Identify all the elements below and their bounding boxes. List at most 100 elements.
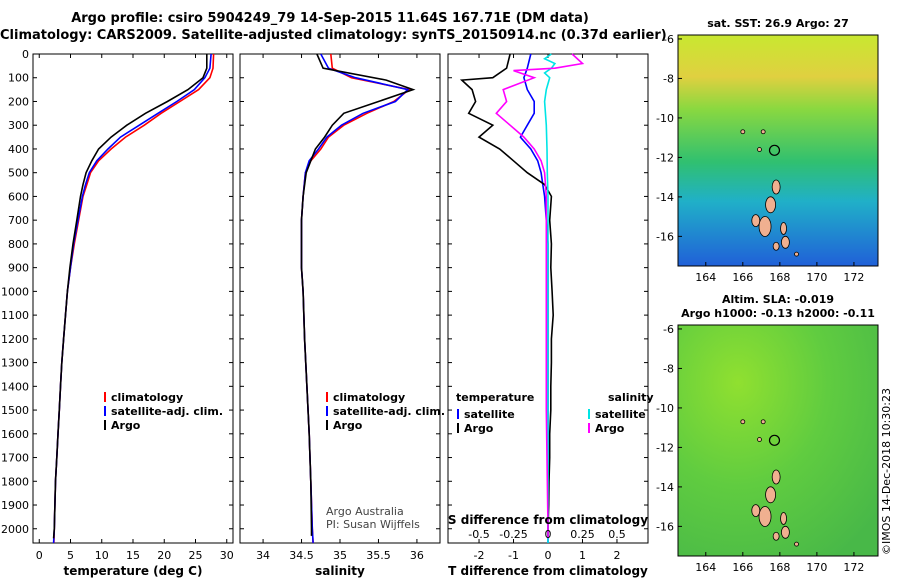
island-shape (751, 214, 761, 227)
y-tick-label: 500 (8, 167, 29, 180)
y-tick-label: -10 (656, 112, 674, 125)
y-tick-label: 400 (8, 143, 29, 156)
legend-label: climatology (333, 391, 405, 404)
y-tick-label: 1800 (1, 475, 29, 488)
plot-title-line1: Argo profile: csiro 5904249_79 14-Sep-20… (71, 11, 589, 26)
legend-label: Argo (464, 422, 494, 435)
argo-position-marker (768, 144, 781, 156)
island-shape (760, 129, 766, 135)
x-tick-label: 5 (67, 549, 74, 562)
plot-frame (32, 53, 234, 544)
panel-difference: -2 -1 0 1 2 T difference from climatology temp… (447, 53, 654, 578)
panel-salinity: 34 34.5 35 35.5 36 salinity climatologysatelli… (239, 53, 445, 578)
island-shape (780, 222, 787, 235)
island-shape (772, 531, 780, 541)
y-tick-label: -12 (656, 441, 674, 454)
x-tick-label: -2 (474, 549, 485, 562)
x-tick-label: 1 (579, 549, 586, 562)
x-tick-label: -1 (508, 549, 519, 562)
x-tick-label: 170 (806, 271, 827, 284)
s-tick-label: 0.25 (570, 528, 595, 541)
series-line-argo (52, 54, 208, 539)
series-line-t-argo (459, 53, 555, 539)
y-tick-label: 200 (8, 95, 29, 108)
legend-label: satellite-adj. clim. (333, 405, 445, 418)
series-line-t-satellite (519, 53, 549, 543)
x-axis-label: T difference from climatology (448, 564, 648, 578)
map-frame (677, 34, 879, 267)
y-tick-label: 300 (8, 119, 29, 132)
y-tick-label: 900 (8, 262, 29, 275)
island-shape (751, 504, 761, 517)
plot-frame (239, 53, 441, 544)
y-tick-label: 1900 (1, 499, 29, 512)
y-tick-label: 2000 (1, 523, 29, 536)
y-tick-label: -6 (663, 323, 674, 336)
x-axis-label: temperature (deg C) (64, 564, 203, 578)
y-tick-label: -8 (663, 72, 674, 85)
y-tick-label: -8 (663, 362, 674, 375)
y-tick-label: -12 (656, 151, 674, 164)
panel-temperature: 0100200300400500600700800900100011001200… (1, 48, 234, 578)
x-tick-label: 166 (732, 561, 753, 574)
island-shape (740, 419, 746, 425)
island-shape (771, 179, 781, 195)
x-axis-label: salinity (315, 564, 365, 578)
x-tick-label: 168 (769, 561, 790, 574)
s-tick-label: 0 (545, 528, 552, 541)
x-tick-label: 20 (157, 549, 171, 562)
y-tick-label: 600 (8, 190, 29, 203)
y-tick-label: -16 (656, 230, 674, 243)
island-shape (757, 147, 762, 152)
credit-line: Argo Australia (326, 505, 404, 518)
y-tick-label: -10 (656, 402, 674, 415)
y-tick-label: -16 (656, 520, 674, 533)
x-tick-label: 35 (333, 549, 347, 562)
y-tick-label: 1300 (1, 357, 29, 370)
legend-label: Argo (333, 419, 363, 432)
x-tick-label: 35.5 (366, 549, 391, 562)
x-tick-label: 172 (843, 271, 864, 284)
series-line-s-argo (495, 53, 585, 539)
y-tick-label: 1600 (1, 428, 29, 441)
legend-title-salinity: salinity (608, 391, 654, 404)
legend-label: Argo (595, 422, 625, 435)
island-shape (772, 241, 780, 251)
island-shape (794, 541, 799, 547)
x-tick-label: 36 (410, 549, 424, 562)
s-tick-label: 0.5 (608, 528, 626, 541)
y-tick-label: -6 (663, 33, 674, 46)
y-tick-label: 1200 (1, 333, 29, 346)
x-tick-label: 0 (545, 549, 552, 562)
map-title: sat. SST: 26.9 Argo: 27 (707, 17, 849, 30)
map-field (678, 325, 878, 556)
island-shape (771, 469, 781, 485)
x-tick-label: 30 (220, 549, 234, 562)
s-tick-label: -0.25 (499, 528, 527, 541)
s-axis-label: S difference from climatology (448, 513, 648, 527)
y-tick-label: 0 (22, 48, 29, 61)
island-shape (794, 251, 799, 257)
legend-label: climatology (111, 391, 183, 404)
y-tick-label: 1500 (1, 404, 29, 417)
x-tick-label: 0 (36, 549, 43, 562)
island-shape (757, 437, 762, 442)
island-shape (765, 196, 776, 214)
legend-label: satellite-adj. clim. (111, 405, 223, 418)
y-tick-label: 1000 (1, 285, 29, 298)
x-tick-label: 168 (769, 271, 790, 284)
legend-title-temperature: temperature (456, 391, 534, 404)
island-shape (765, 486, 776, 504)
x-tick-label: 34 (256, 549, 270, 562)
y-tick-label: -14 (656, 191, 674, 204)
x-tick-label: 166 (732, 271, 753, 284)
copyright-stamp: ©IMOS 14-Dec-2018 10:30:23 (880, 388, 893, 555)
map-field (678, 35, 878, 266)
x-tick-label: 170 (806, 561, 827, 574)
y-tick-label: -14 (656, 481, 674, 494)
y-tick-label: 800 (8, 238, 29, 251)
map-title: Altim. SLA: -0.019 (722, 293, 834, 306)
island-shape (780, 512, 787, 525)
legend-label: satellite (595, 408, 646, 421)
island-shape (758, 216, 772, 237)
